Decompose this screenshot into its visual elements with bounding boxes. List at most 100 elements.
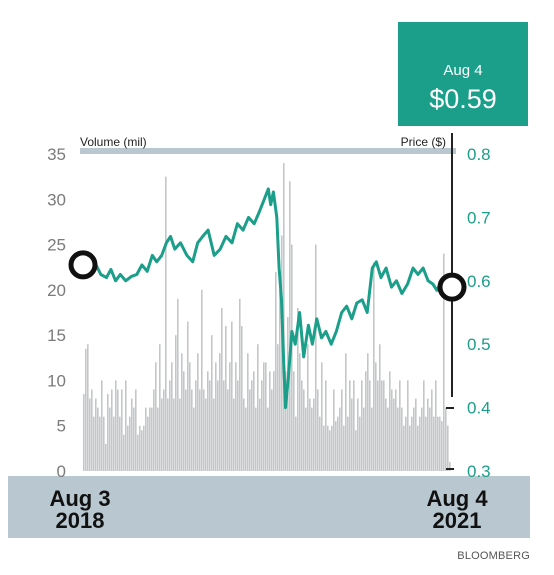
endpoint-marker [437,272,467,302]
volume-bar [409,425,411,471]
volume-bar [333,389,335,471]
callout-price: $0.59 [429,84,497,114]
volume-bar [167,398,169,471]
volume-bar [245,407,247,471]
volume-bar [383,380,385,471]
volume-bar [355,430,357,471]
volume-bar [159,344,161,471]
left-tick-label: 0 [57,462,66,481]
volume-bar [303,389,305,471]
volume-bar [175,335,177,471]
volume-bar [217,380,219,471]
volume-bar [291,244,293,471]
volume-bar [437,416,439,471]
volume-bar [83,394,85,471]
volume-bar [201,289,203,471]
volume-bar [89,398,91,471]
volume-bar [323,425,325,471]
volume-bar [361,380,363,471]
left-tick-label: 15 [47,326,66,345]
volume-bar [439,416,441,471]
volume-bar [109,407,111,471]
price-line [82,187,452,410]
left-tick-label: 10 [47,371,66,390]
volume-bar [405,416,407,471]
volume-bar [299,353,301,471]
volume-bar [395,389,397,471]
volume-bar [375,362,377,471]
left-axis-ticks: 0 5 10 15 20 25 30 35 [47,145,66,481]
volume-bar [423,380,425,471]
volume-bar [91,389,93,471]
volume-bar [415,398,417,471]
volume-bar [441,421,443,471]
volume-bar [285,371,287,471]
volume-bar [425,416,427,471]
volume-bar [255,407,257,471]
volume-bar [327,425,329,471]
volume-bar [315,244,317,471]
volume-bar [157,407,159,471]
volume-bar [345,353,347,471]
volume-bar [213,398,215,471]
volume-bar [293,371,295,471]
volume-bar [329,430,331,471]
x-label-year: 2021 [433,508,482,533]
volume-bar [135,389,137,471]
volume-bar [137,434,139,471]
volume-bar [331,425,333,471]
volume-bar [411,416,413,471]
volume-bar [267,407,269,471]
volume-bar [433,416,435,471]
volume-bar [239,298,241,471]
volume-bar [209,380,211,471]
right-tick-label: 0.8 [467,145,491,164]
volume-bar [381,380,383,471]
volume-bar [393,398,395,471]
right-tick-label: 0.7 [467,208,491,227]
volume-bar [363,407,365,471]
volume-bar [243,398,245,471]
right-tick-label: 0.5 [467,335,491,354]
volume-bar [195,380,197,471]
price-markers [68,250,467,302]
volume-bar [131,398,133,471]
volume-bar [283,163,285,471]
volume-bar [187,321,189,471]
volume-bar [297,307,299,471]
volume-bar [111,389,113,471]
x-label-month: Aug 4 [426,486,488,511]
volume-bar [401,407,403,471]
volume-bar [141,430,143,471]
volume-bar [247,353,249,471]
volume-bar [369,380,371,471]
volume-bar [259,398,261,471]
volume-bar [173,398,175,471]
volume-bar [221,307,223,471]
volume-bar [307,344,309,471]
volume-bar [353,380,355,471]
volume-bar [359,416,361,471]
volume-bar [379,344,381,471]
volume-bar [351,398,353,471]
volume-bar [261,380,263,471]
volume-bar [229,362,231,471]
volume-bar [407,380,409,471]
volume-bar [311,407,313,471]
volume-bar [449,461,451,471]
volume-bar [119,416,121,471]
volume-bar [125,380,127,471]
volume-bar [251,380,253,471]
volume-bar [189,362,191,471]
volume-bar [151,407,153,471]
volume-bar [215,362,217,471]
volume-bar [85,348,87,471]
volume-bar [271,389,273,471]
volume-bar [385,398,387,471]
volume-bar [199,389,201,471]
volume-bar [227,389,229,471]
volume-bar [107,394,109,471]
volume-bar [417,425,419,471]
volume-bar [149,407,151,471]
endpoint-marker [68,250,98,280]
